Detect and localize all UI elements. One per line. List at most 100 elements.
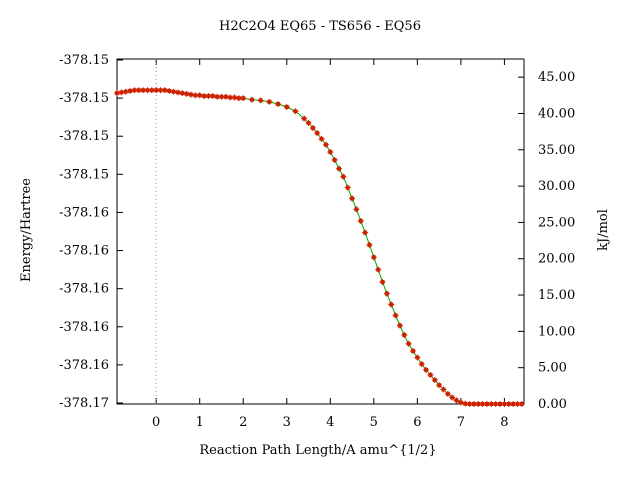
data-point-30 [248,96,255,103]
x-axis-label: Reaction Path Length/A amu^{1/2} [199,443,436,458]
x-tick-label-0: 0 [152,415,160,430]
energy-curve [116,89,522,405]
data-point-19 [196,92,203,99]
data-points [114,87,525,407]
data-point-14 [174,89,181,96]
x-tick-label-4: 4 [326,415,334,430]
left-tick-label-5: -378.16 [59,244,109,259]
left-tick-label-4: -378.16 [59,205,109,220]
data-point-33 [275,101,282,108]
data-point-49 [357,217,364,224]
plot-frame [116,58,525,405]
data-point-16 [183,90,190,97]
right-tick-label-0: 0.00 [538,397,567,412]
x-tick-label-3: 3 [283,415,291,430]
data-point-27 [231,94,238,101]
right-tick-label-6: 30.00 [538,179,575,194]
data-point-34 [283,103,290,110]
left-tick-label-3: -378.15 [59,167,109,182]
data-point-64 [423,366,430,373]
right-axis: 0.00 5.00 10.00 15.00 20.00 25.00 30.00 35.00 40… [518,70,575,412]
data-point-17 [188,91,194,98]
data-point-12 [166,87,173,94]
data-point-13 [170,88,177,95]
data-point-54 [379,278,386,285]
data-point-44 [336,165,342,172]
data-point-69 [444,390,451,397]
data-point-86 [518,401,525,407]
data-point-1 [118,89,125,96]
data-point-70 [449,394,456,401]
data-point-22 [209,93,216,100]
data-point-3 [127,87,134,94]
data-point-43 [331,156,338,163]
right-tick-label-1: 5.00 [538,361,567,376]
data-point-57 [392,312,399,319]
x-tick-label-5: 5 [370,415,378,430]
data-point-51 [366,241,373,248]
data-point-45 [340,173,347,180]
data-point-65 [427,371,434,378]
data-point-68 [440,386,447,393]
data-point-52 [370,254,377,261]
left-tick-label-8: -378.16 [59,358,109,373]
data-point-50 [362,229,369,236]
data-point-38 [309,125,316,131]
data-point-39 [314,130,321,137]
data-point-37 [305,119,312,126]
left-tick-label-0: -378.15 [59,53,109,68]
right-tick-label-2: 10.00 [538,324,575,339]
x-tick-label-2: 2 [239,415,247,430]
chart-title: H2C2O4 EQ65 - TS656 - EQ56 [219,19,421,34]
data-point-40 [318,135,325,142]
x-tick-label-6: 6 [413,415,421,430]
x-tick-label-8: 8 [500,415,508,430]
data-point-46 [344,184,351,191]
data-point-0 [114,90,120,97]
y-axis-label-right: kJ/mol [596,209,611,251]
left-axis: -378.15 -378.15 -378.15 -378.15 -378.16 -378.… [59,53,123,411]
right-tick-label-4: 20.00 [538,252,575,267]
data-point-41 [322,141,329,148]
data-point-11 [161,87,168,94]
data-point-31 [257,97,264,104]
data-point-62 [414,354,421,361]
data-point-15 [179,90,186,97]
data-point-63 [418,361,425,368]
data-point-25 [222,93,229,100]
data-point-47 [349,195,356,202]
x-tick-label-1: 1 [196,415,204,430]
right-tick-label-9: 45.00 [538,70,575,85]
right-tick-label-7: 35.00 [538,143,575,158]
data-point-48 [353,206,360,213]
data-point-36 [301,115,308,122]
right-tick-label-3: 15.00 [538,288,575,303]
data-point-53 [375,266,382,273]
y-axis-label-left: Energy/Hartree [19,178,34,282]
data-point-58 [396,322,403,329]
left-tick-label-9: -378.17 [59,396,109,411]
data-point-66 [431,377,438,384]
data-point-35 [292,108,299,115]
left-tick-label-6: -378.16 [59,282,109,297]
data-point-59 [401,332,408,338]
data-point-32 [266,98,273,105]
data-point-29 [240,95,247,102]
data-point-2 [122,88,129,95]
left-tick-label-2: -378.15 [59,129,109,144]
data-point-56 [388,301,395,308]
right-tick-label-5: 25.00 [538,215,575,230]
left-tick-label-1: -378.15 [59,91,109,106]
data-point-60 [405,340,412,347]
data-point-61 [410,347,416,354]
right-tick-label-8: 40.00 [538,106,575,121]
data-point-42 [327,148,334,155]
left-tick-label-7: -378.16 [59,320,109,335]
x-axis: 0 1 2 3 4 5 6 7 8 [152,59,509,430]
data-point-72 [457,399,464,406]
data-point-71 [453,397,460,404]
x-tick-label-7: 7 [457,415,465,430]
data-point-55 [383,290,390,297]
data-point-67 [436,382,443,389]
